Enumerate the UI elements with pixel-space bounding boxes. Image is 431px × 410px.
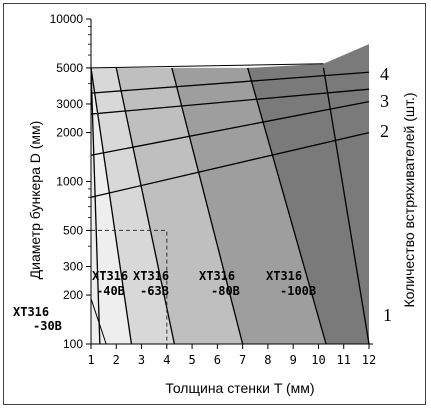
x-tick-label-3: 4 xyxy=(163,353,170,367)
y-tick-label-4: 1000 xyxy=(56,175,83,189)
x-tick-label-0: 1 xyxy=(87,353,94,367)
zone-boundary-5 xyxy=(322,67,370,345)
zone-fill-3 xyxy=(116,67,243,345)
x-tick-label-6: 7 xyxy=(239,353,246,367)
zone-80b-label-line2: -80B xyxy=(211,284,240,298)
zone-top-edge xyxy=(90,63,324,69)
y-tick-label-2: 300 xyxy=(63,259,83,273)
y-tick-label-0: 100 xyxy=(63,337,83,351)
y-tick-label-5: 2000 xyxy=(56,126,83,140)
zone-boundary-2 xyxy=(115,67,176,345)
count-label-2: 2 xyxy=(380,121,389,141)
x-tick-label-7: 8 xyxy=(264,353,271,367)
zone-30b-label-line2: -30B xyxy=(33,319,62,333)
zone-fill-4 xyxy=(171,67,327,345)
x-tick-label-9: 10 xyxy=(311,353,325,367)
x-axis-label: Толщина стенки T (мм) xyxy=(165,380,314,396)
x-tick-label-2: 3 xyxy=(138,353,145,367)
zone-63b-label-line2: -63B xyxy=(140,284,169,298)
zone-80b-label-line1: XT316 xyxy=(199,269,235,283)
zone-30b-label-line1: XT316 xyxy=(13,305,49,319)
count-label-3: 3 xyxy=(380,91,389,111)
x-tick-label-1: 2 xyxy=(113,353,120,367)
x-tick-label-5: 6 xyxy=(214,353,221,367)
x-tick-label-10: 11 xyxy=(337,353,351,367)
y-tick-label-8: 10000 xyxy=(50,12,84,26)
y-tick-label-1: 200 xyxy=(63,288,83,302)
zone-100b-label-line2: -100B xyxy=(280,284,316,298)
count-label-4: 4 xyxy=(380,64,389,84)
y-tick-label-3: 500 xyxy=(63,223,83,237)
zone-63b-label-line1: XT316 xyxy=(133,269,169,283)
zone-100b-label-line1: XT316 xyxy=(266,269,302,283)
zone-fill-2 xyxy=(91,67,175,345)
count-label-1: 1 xyxy=(383,305,392,325)
y2-axis-label: Количество встряхивателей (шт.) xyxy=(401,92,417,307)
x-tick-label-11: 12 xyxy=(362,353,376,367)
y-tick-label-6: 3000 xyxy=(56,97,83,111)
y-tick-label-7: 5000 xyxy=(56,61,83,75)
lines-layer xyxy=(90,63,370,345)
zone-boundary-3 xyxy=(171,67,244,345)
count-line-3 xyxy=(90,88,370,115)
x-tick-label-8: 9 xyxy=(290,353,297,367)
x-tick-label-4: 5 xyxy=(188,353,195,367)
zone-40b-label-line1: XT316 xyxy=(92,269,128,283)
y-axis-label: Диаметр бункера D (мм) xyxy=(27,121,43,280)
count-line-2 xyxy=(90,101,370,156)
zone-30b-boundary xyxy=(90,298,107,345)
count-line-1 xyxy=(90,131,370,198)
zone-boundary-4 xyxy=(247,67,327,345)
zone-40b-label-line2: -40B xyxy=(96,284,125,298)
count-line-4 xyxy=(90,71,370,94)
